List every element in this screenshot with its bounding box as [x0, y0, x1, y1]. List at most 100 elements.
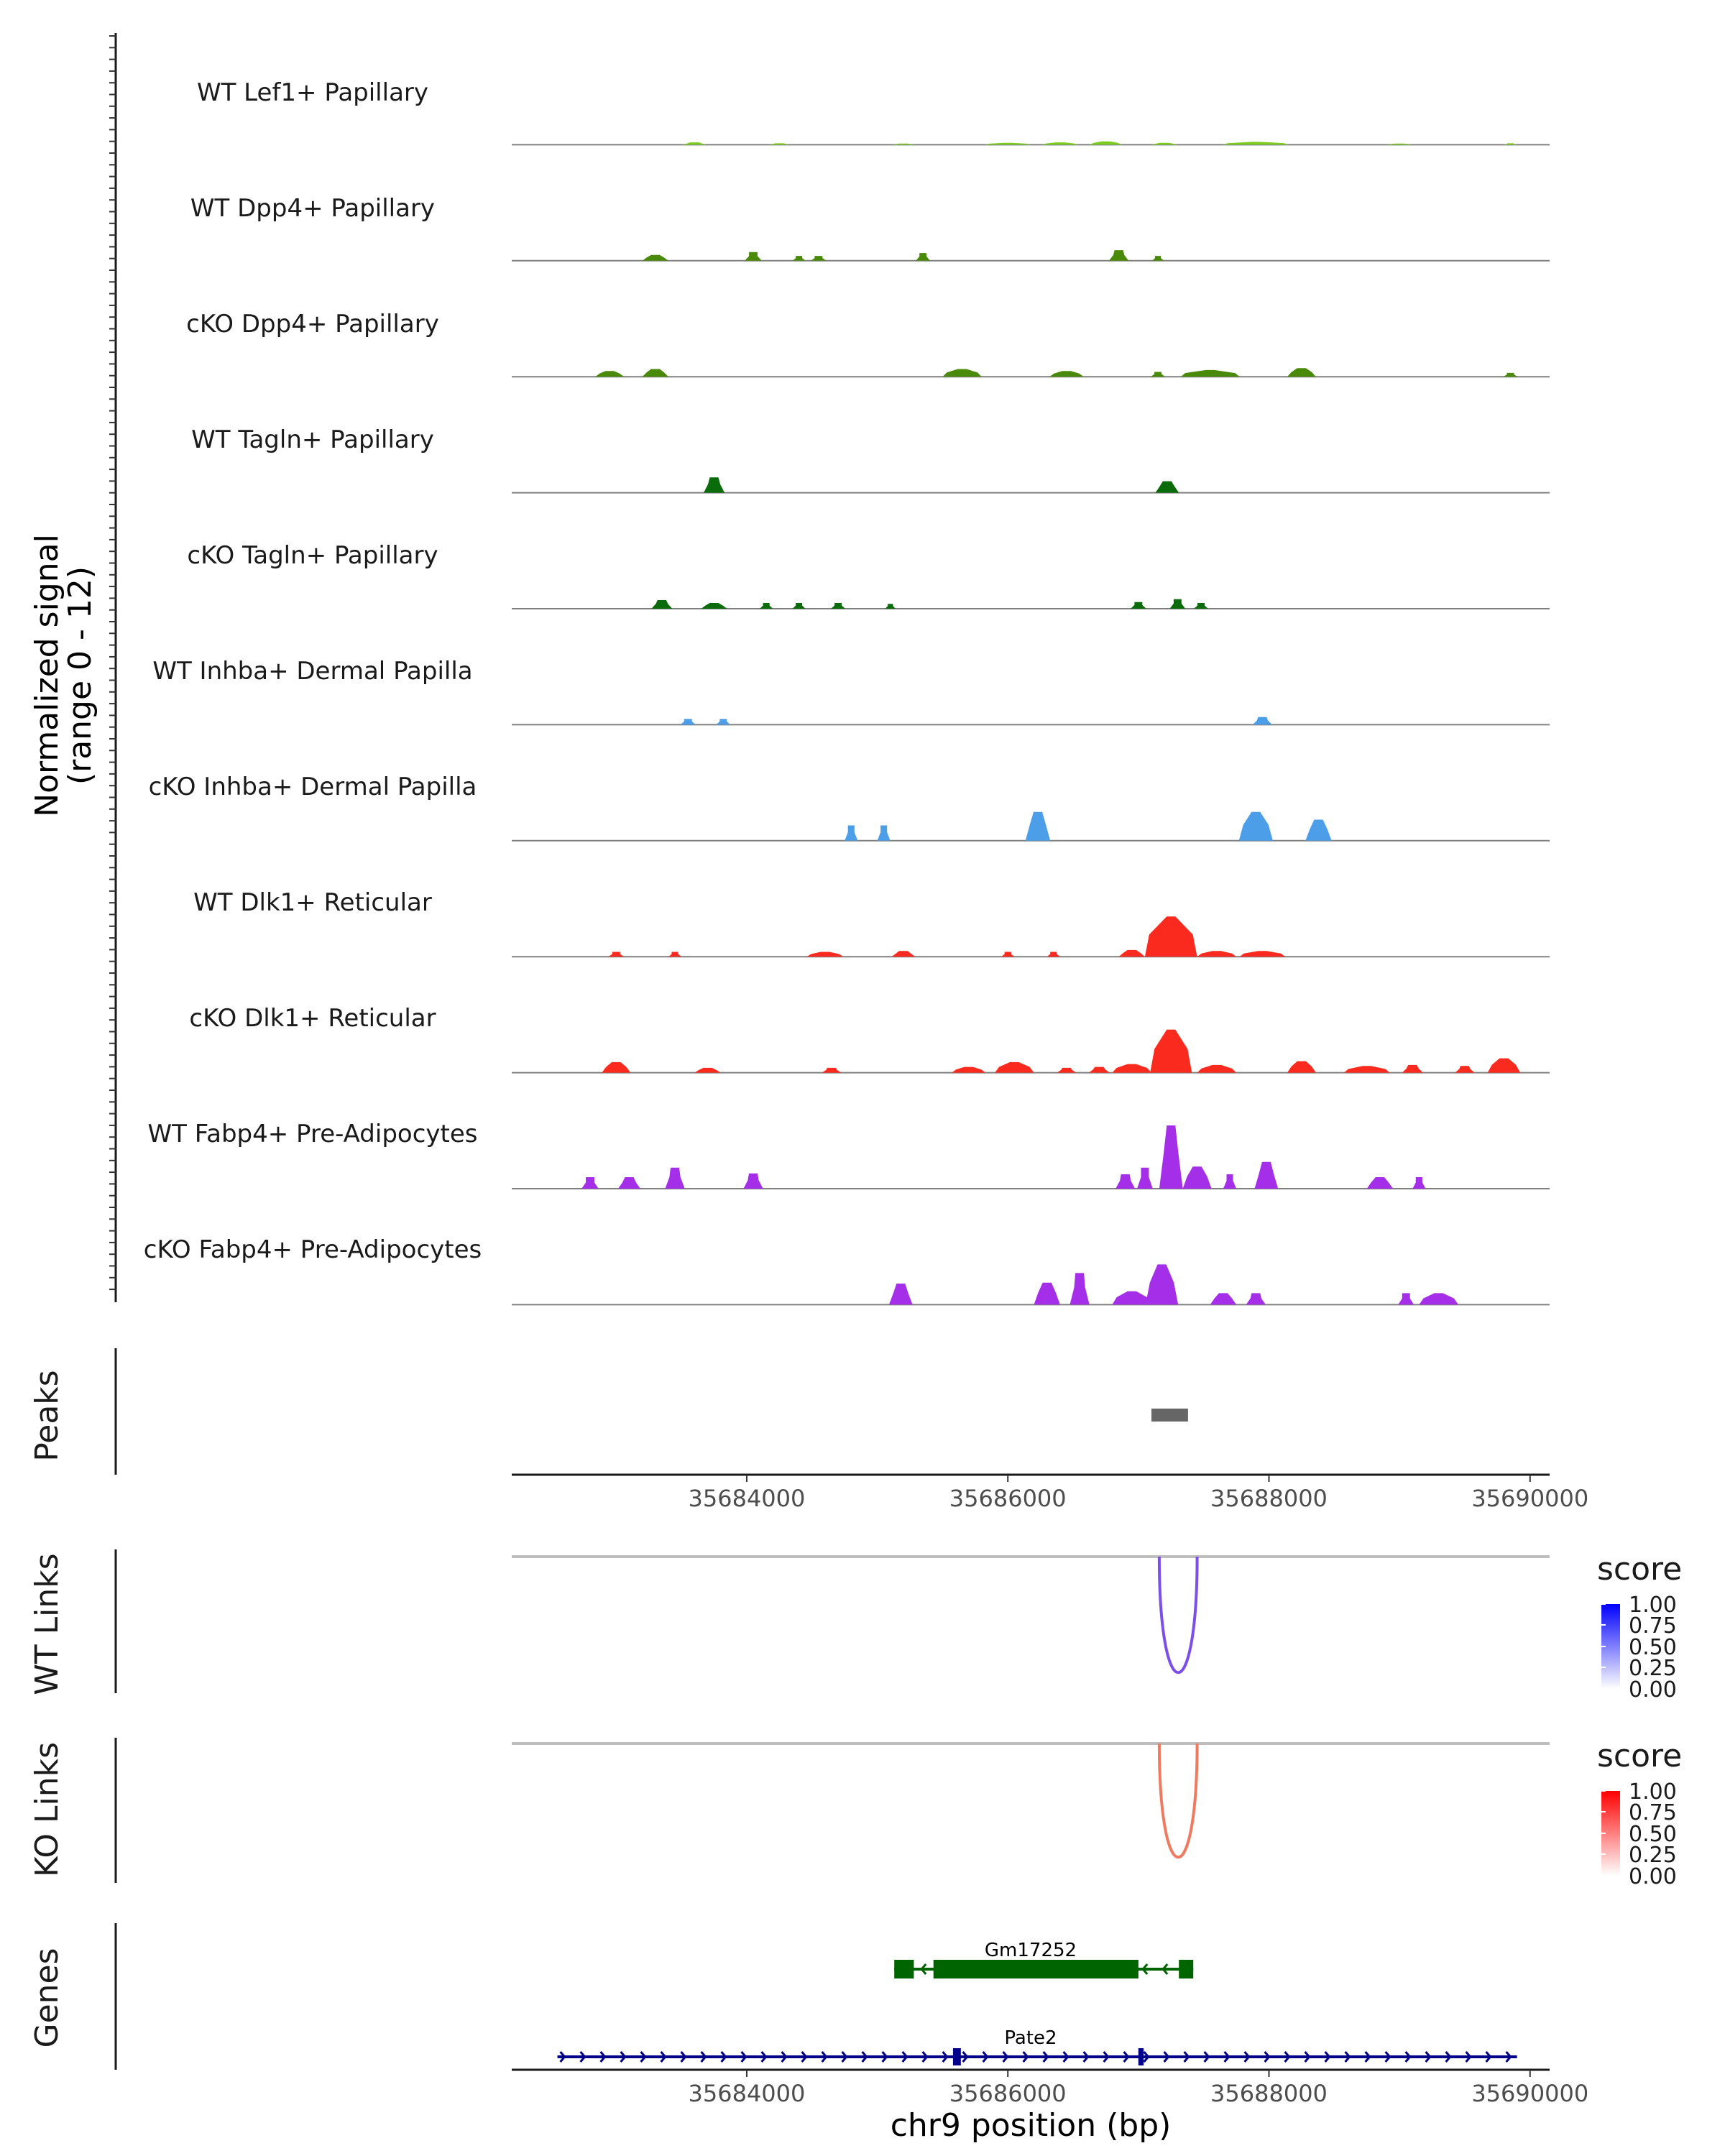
wt-links-legend-ticks: 1.00 0.75 0.50 0.25 0.00: [1601, 1593, 1677, 1703]
coverage-peak: [810, 256, 827, 261]
coverage-peak: [1046, 952, 1060, 957]
coverage-peak: [1504, 143, 1517, 145]
strand-arrow: [962, 2051, 969, 2063]
strand-arrow: [740, 2051, 748, 2063]
legend-tick-label: 0.25: [1629, 1656, 1677, 1681]
strand-arrow: [1022, 2051, 1029, 2063]
coverage-peak: [716, 719, 731, 725]
coverage-peak: [1150, 1029, 1192, 1073]
coverage-peak: [1001, 952, 1015, 957]
coverage-y-axis-title-line2: (range 0 - 12): [62, 566, 98, 785]
coverage-peak: [760, 603, 773, 609]
coverage-peak: [1180, 369, 1240, 377]
coverage-track: [512, 1125, 1550, 1189]
coverage-peak: [701, 603, 727, 609]
coverage-peak: [1223, 1174, 1237, 1189]
strand-arrow: [1223, 2051, 1230, 2063]
strand-arrow: [901, 2051, 908, 2063]
x-axis-tick-label: 35690000: [1471, 2080, 1588, 2107]
coverage-peak: [745, 252, 762, 261]
track-label: cKO Dlk1+ Reticular: [189, 1004, 436, 1033]
strand-arrow: [821, 2051, 828, 2063]
strand-arrow: [700, 2051, 707, 2063]
strand-arrow: [1445, 2051, 1452, 2063]
strand-arrow: [760, 2051, 768, 2063]
track-label: WT Dpp4+ Papillary: [190, 194, 435, 223]
coverage-peak: [595, 371, 625, 377]
coverage-track: [512, 477, 1550, 494]
coverage-peak: [1159, 1125, 1183, 1189]
legend-tick-label: 1.00: [1629, 1779, 1677, 1805]
track-label: WT Fabp4+ Pre-Adipocytes: [148, 1120, 478, 1148]
coverage-peak: [1398, 1293, 1414, 1305]
coverage-peak: [1386, 143, 1413, 145]
gene-model: [894, 1960, 1194, 1978]
strand-arrow: [1465, 2051, 1472, 2063]
coverage-peak: [1305, 819, 1332, 841]
coverage-track: [512, 141, 1550, 146]
coverage-peak: [642, 369, 668, 377]
track-label: WT Dlk1+ Reticular: [193, 888, 432, 917]
strand-arrow: [1425, 2051, 1432, 2063]
gene-exon: [952, 2048, 961, 2065]
legend-tick-label: 1.00: [1629, 1593, 1677, 1618]
coverage-peak: [1343, 1066, 1390, 1073]
strand-arrow: [640, 2051, 647, 2063]
strand-arrow: [1344, 2051, 1351, 2063]
strand-arrow: [1324, 2051, 1331, 2063]
strand-arrow: [1062, 2051, 1070, 2063]
coverage-peak: [665, 1167, 685, 1189]
legend-tick-label: 0.50: [1629, 1635, 1677, 1660]
coverage-peak: [1109, 250, 1129, 261]
x-axis-tick-label: 35688000: [1210, 1485, 1328, 1512]
strand-arrow: [559, 2051, 566, 2063]
coverage-peak: [1287, 368, 1316, 377]
link-arc: [1157, 1556, 1199, 1674]
coverage-peak: [1070, 1273, 1090, 1305]
legend-tick-label: 0.50: [1629, 1822, 1677, 1847]
coverage-peak: [1118, 949, 1145, 957]
coverage-peak: [1223, 142, 1289, 145]
coverage-peak: [1151, 256, 1164, 261]
coverage-peak: [618, 1177, 640, 1189]
coverage-peak: [1112, 1291, 1151, 1305]
coverage-peak: [1131, 602, 1146, 609]
strand-arrow: [1082, 2051, 1090, 2063]
coverage-peak: [694, 1067, 721, 1073]
track-label: WT Inhba+ Dermal Papilla: [152, 657, 472, 686]
track-label: cKO Inhba+ Dermal Papilla: [149, 773, 477, 801]
coverage-track: [512, 368, 1550, 378]
coverage-peak: [995, 1061, 1034, 1073]
coverage-peak: [942, 369, 982, 377]
strand-arrow: [1364, 2051, 1371, 2063]
legend-tick-label: 0.00: [1629, 1864, 1677, 1889]
gene-models: [557, 1960, 1517, 2065]
coverage-peak: [668, 952, 682, 957]
coverage-peak: [1025, 811, 1051, 841]
x-axis-tick-label: 35686000: [949, 1485, 1067, 1512]
legend-tick-label: 0.75: [1629, 1800, 1677, 1825]
coverage-peak: [891, 951, 916, 957]
coverage-peak: [1239, 951, 1286, 957]
coverage-peak: [743, 1173, 763, 1189]
coverage-peak: [1238, 811, 1273, 841]
gene-exon: [894, 1960, 914, 1978]
x-axis-ticks-top: 35684000 35686000 35688000 35690000: [689, 1475, 1588, 1512]
wt-links-panel-title: WT Links: [29, 1553, 65, 1695]
coverage-peak: [1287, 1061, 1316, 1073]
gene-model: [557, 2048, 1517, 2065]
coverage-peak: [792, 603, 806, 609]
strand-arrow: [680, 2051, 687, 2063]
coverage-peak: [1194, 603, 1208, 609]
strand-arrow: [861, 2051, 868, 2063]
peak-regions: [1151, 1409, 1188, 1422]
x-axis-tick-label: 35684000: [689, 2080, 806, 2107]
coverage-peak: [1412, 1177, 1426, 1189]
strand-arrow: [781, 2051, 788, 2063]
x-axis-title: chr9 position (bp): [891, 2107, 1172, 2144]
coverage-track: [512, 717, 1550, 726]
coverage-peak: [1252, 717, 1272, 725]
coverage-peak: [1169, 599, 1186, 609]
strand-arrow: [720, 2051, 727, 2063]
